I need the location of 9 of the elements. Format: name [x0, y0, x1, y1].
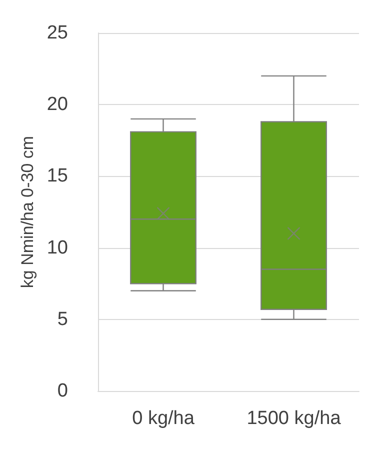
- x-tick-label: 0 kg/ha: [132, 408, 195, 429]
- y-tick-label: 5: [57, 308, 68, 330]
- y-tick-label: 0: [57, 380, 68, 402]
- y-axis-title: kg Nmin/ha 0-30 cm: [18, 136, 37, 288]
- y-tick-label: 10: [46, 237, 68, 258]
- y-tick-label: 20: [46, 94, 68, 116]
- y-tick-label: 15: [46, 166, 68, 187]
- y-tick-label: 25: [46, 22, 68, 44]
- x-tick-label: 1500 kg/ha: [246, 408, 342, 429]
